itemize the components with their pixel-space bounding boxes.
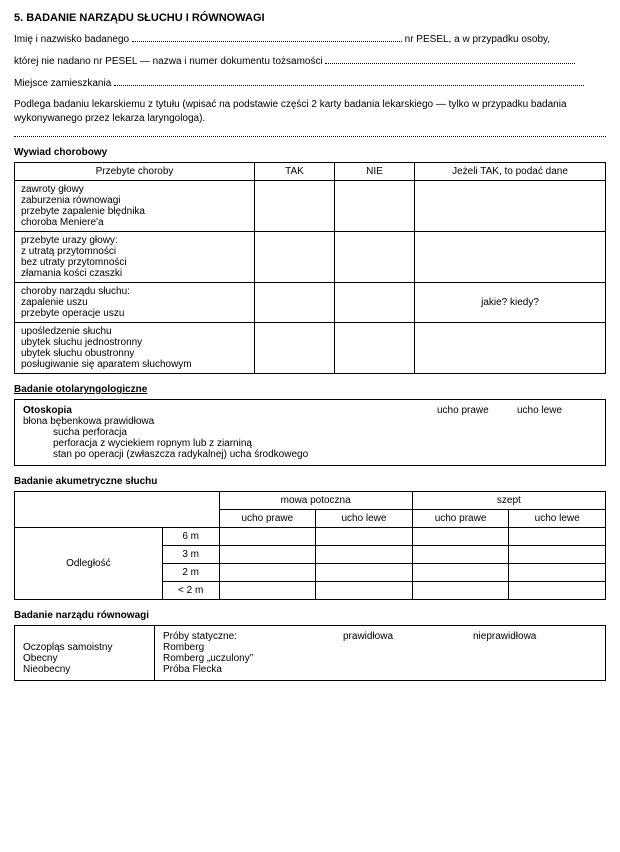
- oto-line: stan po operacji (zwłaszcza radykalnej) …: [23, 449, 597, 460]
- section-title: 5. BADANIE NARZĄDU SŁUCHU I RÓWNOWAGI: [14, 12, 606, 24]
- wywiad-table: Przebyte choroby TAK NIE Jeżeli TAK, to …: [14, 162, 606, 374]
- col-header: szept: [412, 492, 605, 510]
- cell-empty: [255, 323, 335, 374]
- cell-empty: [316, 546, 413, 564]
- fill-line: [132, 33, 402, 42]
- otoskopia-header: Otoskopia ucho prawe ucho lewe: [23, 405, 597, 416]
- row-label: Odległość: [15, 528, 163, 600]
- col-header: TAK: [255, 163, 335, 181]
- cell-text: choroby narządu słuchu: zapalenie uszu p…: [15, 283, 255, 323]
- cell-empty: [255, 283, 335, 323]
- cell-details: [415, 232, 606, 283]
- cell-empty: [335, 181, 415, 232]
- oto-line: błona bębenkowa prawidłowa: [23, 416, 597, 427]
- label-bad: nieprawidłowa: [473, 631, 597, 675]
- cell-details: [415, 181, 606, 232]
- heading-akum: Badanie akumetryczne słuchu: [14, 476, 606, 487]
- fill-line: [114, 77, 584, 86]
- heading-oto: Badanie otolaryngologiczne: [14, 384, 606, 395]
- col-header: mowa potoczna: [219, 492, 412, 510]
- col-subheader: ucho lewe: [509, 510, 606, 528]
- cell-empty: [509, 582, 606, 600]
- cell-empty: [335, 323, 415, 374]
- col-header: Przebyte choroby: [15, 163, 255, 181]
- intro-line-2: której nie nadano nr PESEL — nazwa i num…: [14, 54, 606, 70]
- cell-text: upośledzenie słuchu ubytek słuchu jednos…: [15, 323, 255, 374]
- cell-empty: [412, 564, 509, 582]
- table-row: upośledzenie słuchu ubytek słuchu jednos…: [15, 323, 606, 374]
- cell-empty: [335, 283, 415, 323]
- intro-text-3a: Miejsce zamieszkania: [14, 78, 114, 89]
- cell-empty: [412, 528, 509, 546]
- cell-empty: [316, 582, 413, 600]
- cell-details: [415, 323, 606, 374]
- cell-empty: [15, 492, 220, 528]
- balance-right: Próby statyczne: Romberg Romberg „uczulo…: [155, 626, 605, 680]
- cell-empty: [316, 564, 413, 582]
- table-row: przebyte urazy głowy: z utratą przytomno…: [15, 232, 606, 283]
- distance-label: 3 m: [162, 546, 219, 564]
- table-header-row: mowa potoczna szept: [15, 492, 606, 510]
- cell-empty: [219, 546, 316, 564]
- table-header-row: Przebyte choroby TAK NIE Jeżeli TAK, to …: [15, 163, 606, 181]
- cell-empty: [219, 564, 316, 582]
- balance-mid-lines: Romberg Romberg „uczulony” Próba Flecka: [163, 642, 343, 675]
- oto-line: sucha perforacja: [23, 427, 597, 438]
- heading-balance: Badanie narządu równowagi: [14, 610, 606, 621]
- cell-details: jakie? kiedy?: [415, 283, 606, 323]
- distance-label: < 2 m: [162, 582, 219, 600]
- cell-empty: [219, 582, 316, 600]
- cell-empty: [412, 582, 509, 600]
- heading-wywiad: Wywiad chorobowy: [14, 147, 606, 158]
- cell-empty: [316, 528, 413, 546]
- fill-line: [325, 55, 575, 64]
- cell-empty: [255, 232, 335, 283]
- table-row: zawroty głowy zaburzenia równowagi przeb…: [15, 181, 606, 232]
- cell-empty: [255, 181, 335, 232]
- cell-empty: [335, 232, 415, 283]
- intro-text-1b: nr PESEL, a w przypadku osoby,: [402, 34, 550, 45]
- intro-text-1a: Imię i nazwisko badanego: [14, 34, 132, 45]
- intro-text-2a: której nie nadano nr PESEL — nazwa i num…: [14, 56, 325, 67]
- cell-empty: [412, 546, 509, 564]
- otoskopia-box: Otoskopia ucho prawe ucho lewe błona bęb…: [14, 399, 606, 466]
- cell-empty: [509, 546, 606, 564]
- label-ok: prawidłowa: [343, 631, 473, 675]
- cell-empty: [509, 564, 606, 582]
- label-ucho-prawe: ucho prawe: [437, 405, 517, 416]
- col-subheader: ucho lewe: [316, 510, 413, 528]
- label-ucho-lewe: ucho lewe: [517, 405, 597, 416]
- intro-line-4: Podlega badaniu lekarskiemu z tytułu (wp…: [14, 98, 606, 126]
- otoskopia-title: Otoskopia: [23, 405, 437, 416]
- col-header: Jeżeli TAK, to podać dane: [415, 163, 606, 181]
- balance-mid: Próby statyczne: Romberg Romberg „uczulo…: [163, 631, 343, 675]
- oto-line: perforacja z wyciekiem ropnym lub z ziar…: [23, 438, 597, 449]
- cell-empty: [509, 528, 606, 546]
- balance-box: Oczopląs samoistny Obecny Nieobecny Prób…: [14, 625, 606, 681]
- fill-line-full: [14, 136, 606, 137]
- cell-text: zawroty głowy zaburzenia równowagi przeb…: [15, 181, 255, 232]
- akum-table: mowa potoczna szept ucho prawe ucho lewe…: [14, 491, 606, 600]
- col-subheader: ucho prawe: [219, 510, 316, 528]
- balance-left: Oczopląs samoistny Obecny Nieobecny: [15, 626, 155, 680]
- intro-line-3: Miejsce zamieszkania: [14, 76, 606, 92]
- cell-text: przebyte urazy głowy: z utratą przytomno…: [15, 232, 255, 283]
- table-row: Odległość 6 m: [15, 528, 606, 546]
- col-header: NIE: [335, 163, 415, 181]
- col-subheader: ucho prawe: [412, 510, 509, 528]
- distance-label: 6 m: [162, 528, 219, 546]
- distance-label: 2 m: [162, 564, 219, 582]
- intro-line-1: Imię i nazwisko badanego nr PESEL, a w p…: [14, 32, 606, 48]
- balance-mid-title: Próby statyczne:: [163, 631, 343, 642]
- cell-empty: [219, 528, 316, 546]
- table-row: choroby narządu słuchu: zapalenie uszu p…: [15, 283, 606, 323]
